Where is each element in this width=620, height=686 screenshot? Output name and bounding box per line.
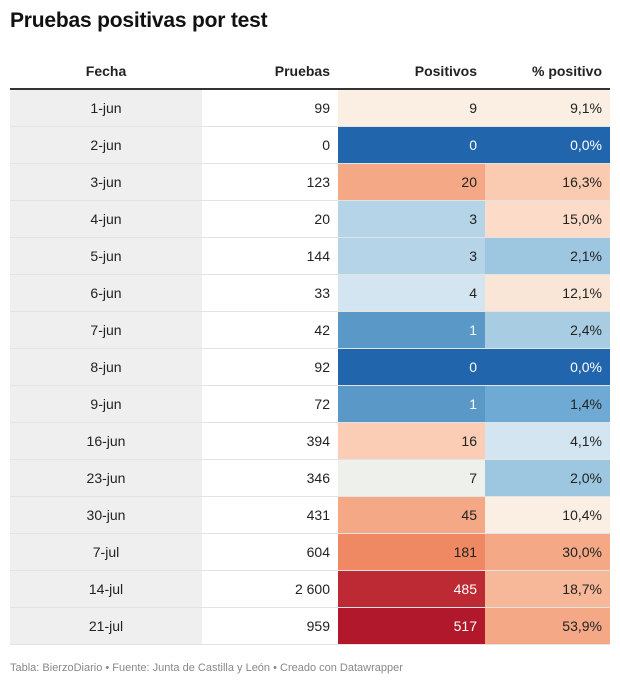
cell-positivos: 9 <box>338 89 485 127</box>
table-row: 16-jun 394 16 4,1% <box>10 422 610 460</box>
cell-pruebas: 604 <box>202 533 338 571</box>
cell-pruebas: 959 <box>202 607 338 645</box>
table-row: 7-jul 604 181 30,0% <box>10 533 610 571</box>
table-row: 2-jun 0 0 0,0% <box>10 126 610 164</box>
cell-pct-positivo: 2,0% <box>485 459 610 497</box>
cell-pct-positivo: 0,0% <box>485 126 610 164</box>
cell-positivos: 517 <box>338 607 485 645</box>
cell-positivos: 3 <box>338 237 485 275</box>
cell-fecha: 7-jul <box>10 533 202 571</box>
cell-pct-positivo: 12,1% <box>485 274 610 312</box>
cell-pct-positivo: 30,0% <box>485 533 610 571</box>
cell-positivos: 181 <box>338 533 485 571</box>
cell-pct-positivo: 0,0% <box>485 348 610 386</box>
cell-pruebas: 0 <box>202 126 338 164</box>
table-row: 7-jun 42 1 2,4% <box>10 311 610 349</box>
cell-positivos: 45 <box>338 496 485 534</box>
table-title: Pruebas positivas por test <box>10 9 268 32</box>
cell-positivos: 1 <box>338 385 485 423</box>
cell-positivos: 16 <box>338 422 485 460</box>
cell-pruebas: 92 <box>202 348 338 386</box>
header-pct-positivo[interactable]: % positivo <box>485 54 610 90</box>
cell-positivos: 0 <box>338 126 485 164</box>
table-row: 4-jun 20 3 15,0% <box>10 200 610 238</box>
cell-positivos: 0 <box>338 348 485 386</box>
cell-fecha: 9-jun <box>10 385 202 423</box>
table-row: 5-jun 144 3 2,1% <box>10 237 610 275</box>
cell-positivos: 4 <box>338 274 485 312</box>
cell-positivos: 485 <box>338 570 485 608</box>
cell-pruebas: 394 <box>202 422 338 460</box>
table-row: 30-jun 431 45 10,4% <box>10 496 610 534</box>
cell-pct-positivo: 9,1% <box>485 89 610 127</box>
cell-pct-positivo: 10,4% <box>485 496 610 534</box>
cell-fecha: 8-jun <box>10 348 202 386</box>
cell-positivos: 1 <box>338 311 485 349</box>
table-header-row: Fecha Pruebas Positivos % positivo <box>10 54 610 90</box>
header-fecha[interactable]: Fecha <box>10 54 202 90</box>
cell-fecha: 6-jun <box>10 274 202 312</box>
cell-pruebas: 33 <box>202 274 338 312</box>
cell-fecha: 16-jun <box>10 422 202 460</box>
table-row: 1-jun 99 9 9,1% <box>10 89 610 127</box>
table-row: 3-jun 123 20 16,3% <box>10 163 610 201</box>
cell-pruebas: 2 600 <box>202 570 338 608</box>
cell-pct-positivo: 4,1% <box>485 422 610 460</box>
cell-pruebas: 99 <box>202 89 338 127</box>
table-row: 14-jul 2 600 485 18,7% <box>10 570 610 608</box>
header-positivos[interactable]: Positivos <box>338 54 485 90</box>
cell-fecha: 4-jun <box>10 200 202 238</box>
cell-fecha: 30-jun <box>10 496 202 534</box>
cell-pct-positivo: 2,1% <box>485 237 610 275</box>
cell-fecha: 5-jun <box>10 237 202 275</box>
data-table: Fecha Pruebas Positivos % positivo 1-jun… <box>10 54 610 645</box>
cell-pruebas: 72 <box>202 385 338 423</box>
cell-pruebas: 144 <box>202 237 338 275</box>
cell-pct-positivo: 53,9% <box>485 607 610 645</box>
cell-pct-positivo: 18,7% <box>485 570 610 608</box>
table-row: 8-jun 92 0 0,0% <box>10 348 610 386</box>
cell-positivos: 20 <box>338 163 485 201</box>
table-row: 6-jun 33 4 12,1% <box>10 274 610 312</box>
cell-pct-positivo: 2,4% <box>485 311 610 349</box>
cell-fecha: 3-jun <box>10 163 202 201</box>
cell-fecha: 2-jun <box>10 126 202 164</box>
cell-pruebas: 20 <box>202 200 338 238</box>
cell-fecha: 14-jul <box>10 570 202 608</box>
table-body: 1-jun 99 9 9,1% 2-jun 0 0 0,0% 3-jun 123 20 16,3% 4-… <box>10 89 610 645</box>
cell-fecha: 1-jun <box>10 89 202 127</box>
cell-pruebas: 431 <box>202 496 338 534</box>
table-row: 23-jun 346 7 2,0% <box>10 459 610 497</box>
cell-pruebas: 123 <box>202 163 338 201</box>
cell-pct-positivo: 1,4% <box>485 385 610 423</box>
cell-fecha: 23-jun <box>10 459 202 497</box>
cell-pct-positivo: 16,3% <box>485 163 610 201</box>
cell-pruebas: 346 <box>202 459 338 497</box>
table-row: 21-jul 959 517 53,9% <box>10 607 610 645</box>
cell-pruebas: 42 <box>202 311 338 349</box>
cell-fecha: 7-jun <box>10 311 202 349</box>
table-row: 9-jun 72 1 1,4% <box>10 385 610 423</box>
header-pruebas[interactable]: Pruebas <box>202 54 338 90</box>
cell-positivos: 3 <box>338 200 485 238</box>
footer-credits: Tabla: BierzoDiario • Fuente: Junta de C… <box>10 662 403 674</box>
cell-positivos: 7 <box>338 459 485 497</box>
cell-fecha: 21-jul <box>10 607 202 645</box>
cell-pct-positivo: 15,0% <box>485 200 610 238</box>
